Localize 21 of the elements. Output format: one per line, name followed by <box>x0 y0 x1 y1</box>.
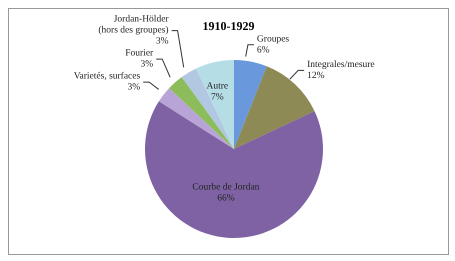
data-label: 3% <box>156 36 169 47</box>
pie-slice <box>182 68 234 149</box>
slice-label: Integrales/mesure <box>307 60 375 70</box>
slice-label: Jordan-Hölder (hors des groupes) <box>98 14 170 36</box>
data-label: 7% <box>211 92 224 102</box>
data-label: 66% <box>217 193 235 204</box>
pie-slice <box>169 77 234 149</box>
slice-label: Varietés, surfaces <box>74 72 140 82</box>
data-label: 12% <box>307 70 325 81</box>
data-label: 3% <box>140 60 154 70</box>
slice-label: Fourier <box>125 48 154 59</box>
pie-slice <box>234 60 267 149</box>
data-label: 3% <box>128 82 140 93</box>
data-label: 6% <box>256 45 270 56</box>
pie-slice <box>196 60 234 149</box>
chart-title: 1910-1929 <box>202 19 254 33</box>
slice-label: Autre <box>206 81 228 92</box>
slice-label: Groupes <box>256 34 290 44</box>
pie-slice <box>145 101 323 238</box>
slice-label: Courbe de Jordan <box>192 182 260 192</box>
pie-slice <box>158 88 234 149</box>
